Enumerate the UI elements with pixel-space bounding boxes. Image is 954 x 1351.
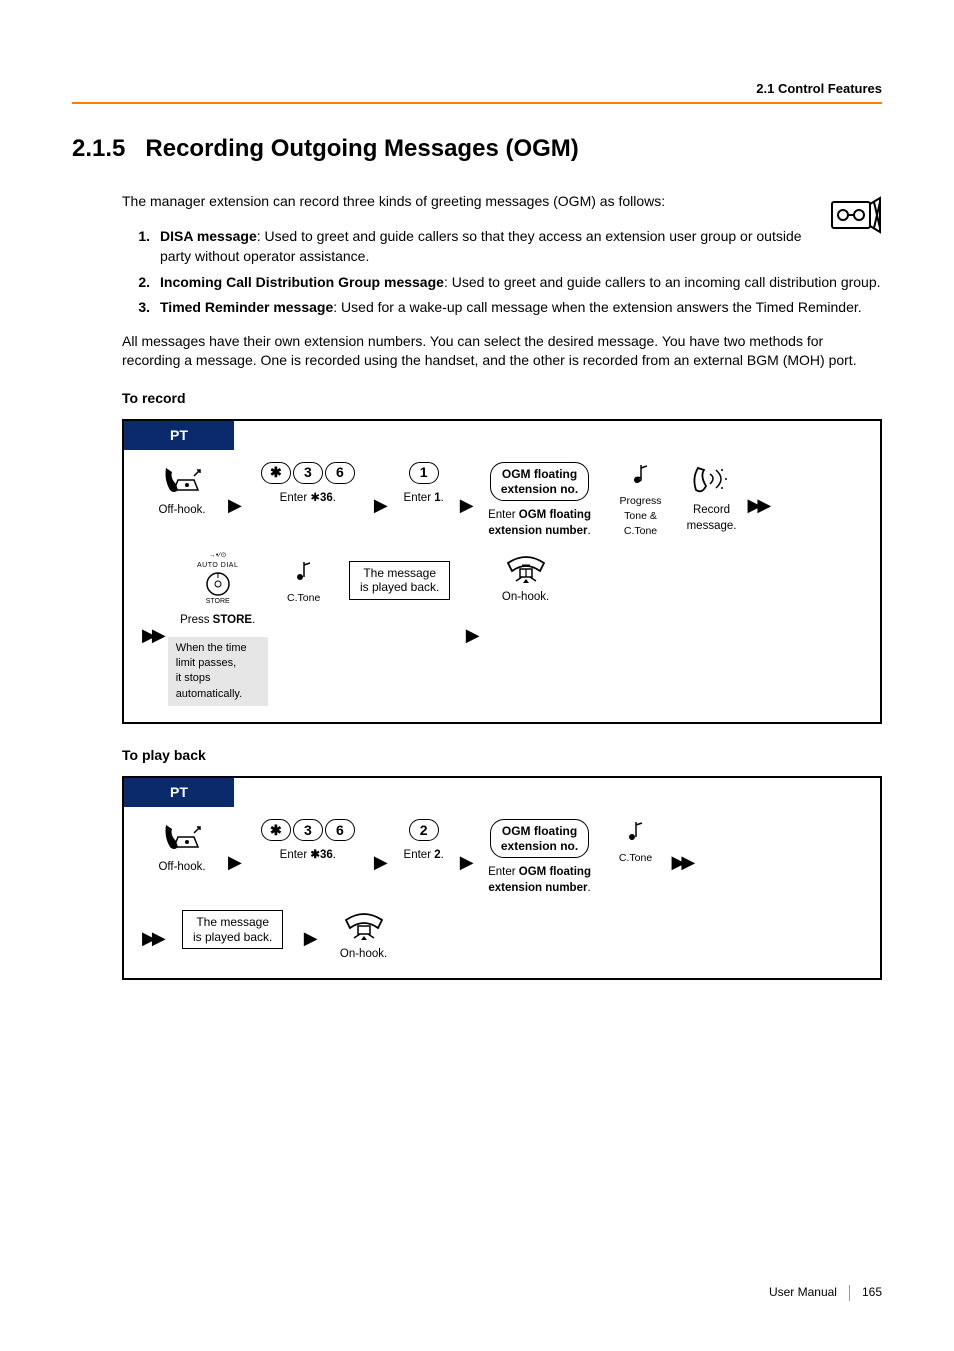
dbl-arrow-icon: ▶▶ <box>672 850 692 875</box>
playback-diagram: PT Off-hook. ▶ ✱36 Enter ✱36. ▶ <box>122 776 882 981</box>
footer-manual: User Manual <box>769 1284 837 1301</box>
arrow-icon: ▶ <box>460 850 474 875</box>
to-playback-label: To play back <box>122 746 882 766</box>
tone-icon <box>630 462 652 488</box>
offhook-caption: Off-hook. <box>158 502 205 518</box>
arrow-icon: ▶ <box>304 926 318 951</box>
arrow-icon: ▶ <box>228 850 242 875</box>
press-store-caption: Press STORE. <box>180 612 255 628</box>
header-section: 2.1 Control Features <box>72 80 882 104</box>
tone-icon <box>625 819 647 845</box>
list-rest: : Used for a wake-up call message when t… <box>333 299 861 315</box>
arrow-icon: ▶ <box>374 850 388 875</box>
ctone-caption: C.Tone <box>287 591 320 606</box>
ogm-caption: Enter OGM floatingextension number. <box>488 864 591 896</box>
enter1-caption: Enter 1. <box>404 490 444 506</box>
dbl-arrow-icon: ▶▶ <box>748 493 768 518</box>
list-rest: : Used to greet and guide callers so tha… <box>160 228 802 264</box>
footer-sep <box>849 1285 850 1301</box>
title-number: 2.1.5 <box>72 135 125 162</box>
tape-icon <box>826 192 882 236</box>
footer-page: 165 <box>862 1284 882 1301</box>
arrow-icon: ▶ <box>466 623 480 648</box>
list-num: 1. <box>122 227 150 266</box>
ctone-caption: C.Tone <box>619 851 652 866</box>
offhook-icon <box>160 462 204 496</box>
enter36-caption: Enter ✱36. <box>280 490 336 506</box>
playback-box: The messageis played back. <box>182 910 283 949</box>
tone-icon <box>293 559 315 585</box>
key-star: ✱ <box>261 462 291 484</box>
arrow-icon: ▶ <box>374 493 388 518</box>
page-footer: User Manual 165 <box>769 1284 882 1301</box>
list-item-2: 2. Incoming Call Distribution Group mess… <box>122 273 882 293</box>
onhook-icon <box>340 908 388 940</box>
list-num: 2. <box>122 273 150 293</box>
ogm-box: OGM floating extension no. <box>490 462 589 501</box>
key-2: 2 <box>409 819 439 841</box>
key-3: 3 <box>293 462 323 484</box>
list-bold: Incoming Call Distribution Group message <box>160 274 444 290</box>
autodial-label: →•∕⊙AUTO DIAL <box>197 551 238 571</box>
store-button-icon <box>205 571 231 597</box>
paragraph-2: All messages have their own extension nu… <box>122 332 882 371</box>
list-item-3: 3. Timed Reminder message: Used for a wa… <box>122 298 882 318</box>
list-item-1: 1. DISA message: Used to greet and guide… <box>122 227 816 266</box>
list-bold: DISA message <box>160 228 257 244</box>
offhook-caption: Off-hook. <box>158 859 205 875</box>
to-record-label: To record <box>122 389 882 409</box>
ogm-box: OGM floating extension no. <box>490 819 589 858</box>
key-6: 6 <box>325 462 355 484</box>
key-3: 3 <box>293 819 323 841</box>
dbl-arrow-icon: ▶▶ <box>142 623 162 648</box>
record-caption: Recordmessage. <box>687 502 737 534</box>
pt-tab: PT <box>124 421 234 451</box>
title-text: Recording Outgoing Messages (OGM) <box>145 135 578 162</box>
onhook-caption: On-hook. <box>340 946 387 962</box>
progress-caption: ProgressTone &C.Tone <box>620 494 662 538</box>
playback-box: The messageis played back. <box>349 561 450 600</box>
list-rest: : Used to greet and guide callers to an … <box>444 274 881 290</box>
offhook-icon <box>160 819 204 853</box>
arrow-icon: ▶ <box>228 493 242 518</box>
list-bold: Timed Reminder message <box>160 299 333 315</box>
record-diagram: PT Off-hook. ▶ ✱36 Enter ✱36. ▶ <box>122 419 882 725</box>
list-num: 3. <box>122 298 150 318</box>
note-box: When the time limit passes,it stops auto… <box>168 637 268 707</box>
page-title: 2.1.5 Recording Outgoing Messages (OGM) <box>72 132 882 166</box>
onhook-caption: On-hook. <box>502 589 549 605</box>
ogm-caption: Enter OGM floatingextension number. <box>488 507 591 539</box>
onhook-icon <box>502 551 550 583</box>
key-1: 1 <box>409 462 439 484</box>
speak-icon <box>690 462 734 496</box>
dbl-arrow-icon: ▶▶ <box>142 926 162 951</box>
key-star: ✱ <box>261 819 291 841</box>
arrow-icon: ▶ <box>460 493 474 518</box>
enter2-caption: Enter 2. <box>404 847 444 863</box>
key-6: 6 <box>325 819 355 841</box>
intro-text: The manager extension can record three k… <box>122 192 882 212</box>
pt-tab: PT <box>124 778 234 808</box>
enter36-caption: Enter ✱36. <box>280 847 336 863</box>
store-tiny: STORE <box>206 597 230 607</box>
